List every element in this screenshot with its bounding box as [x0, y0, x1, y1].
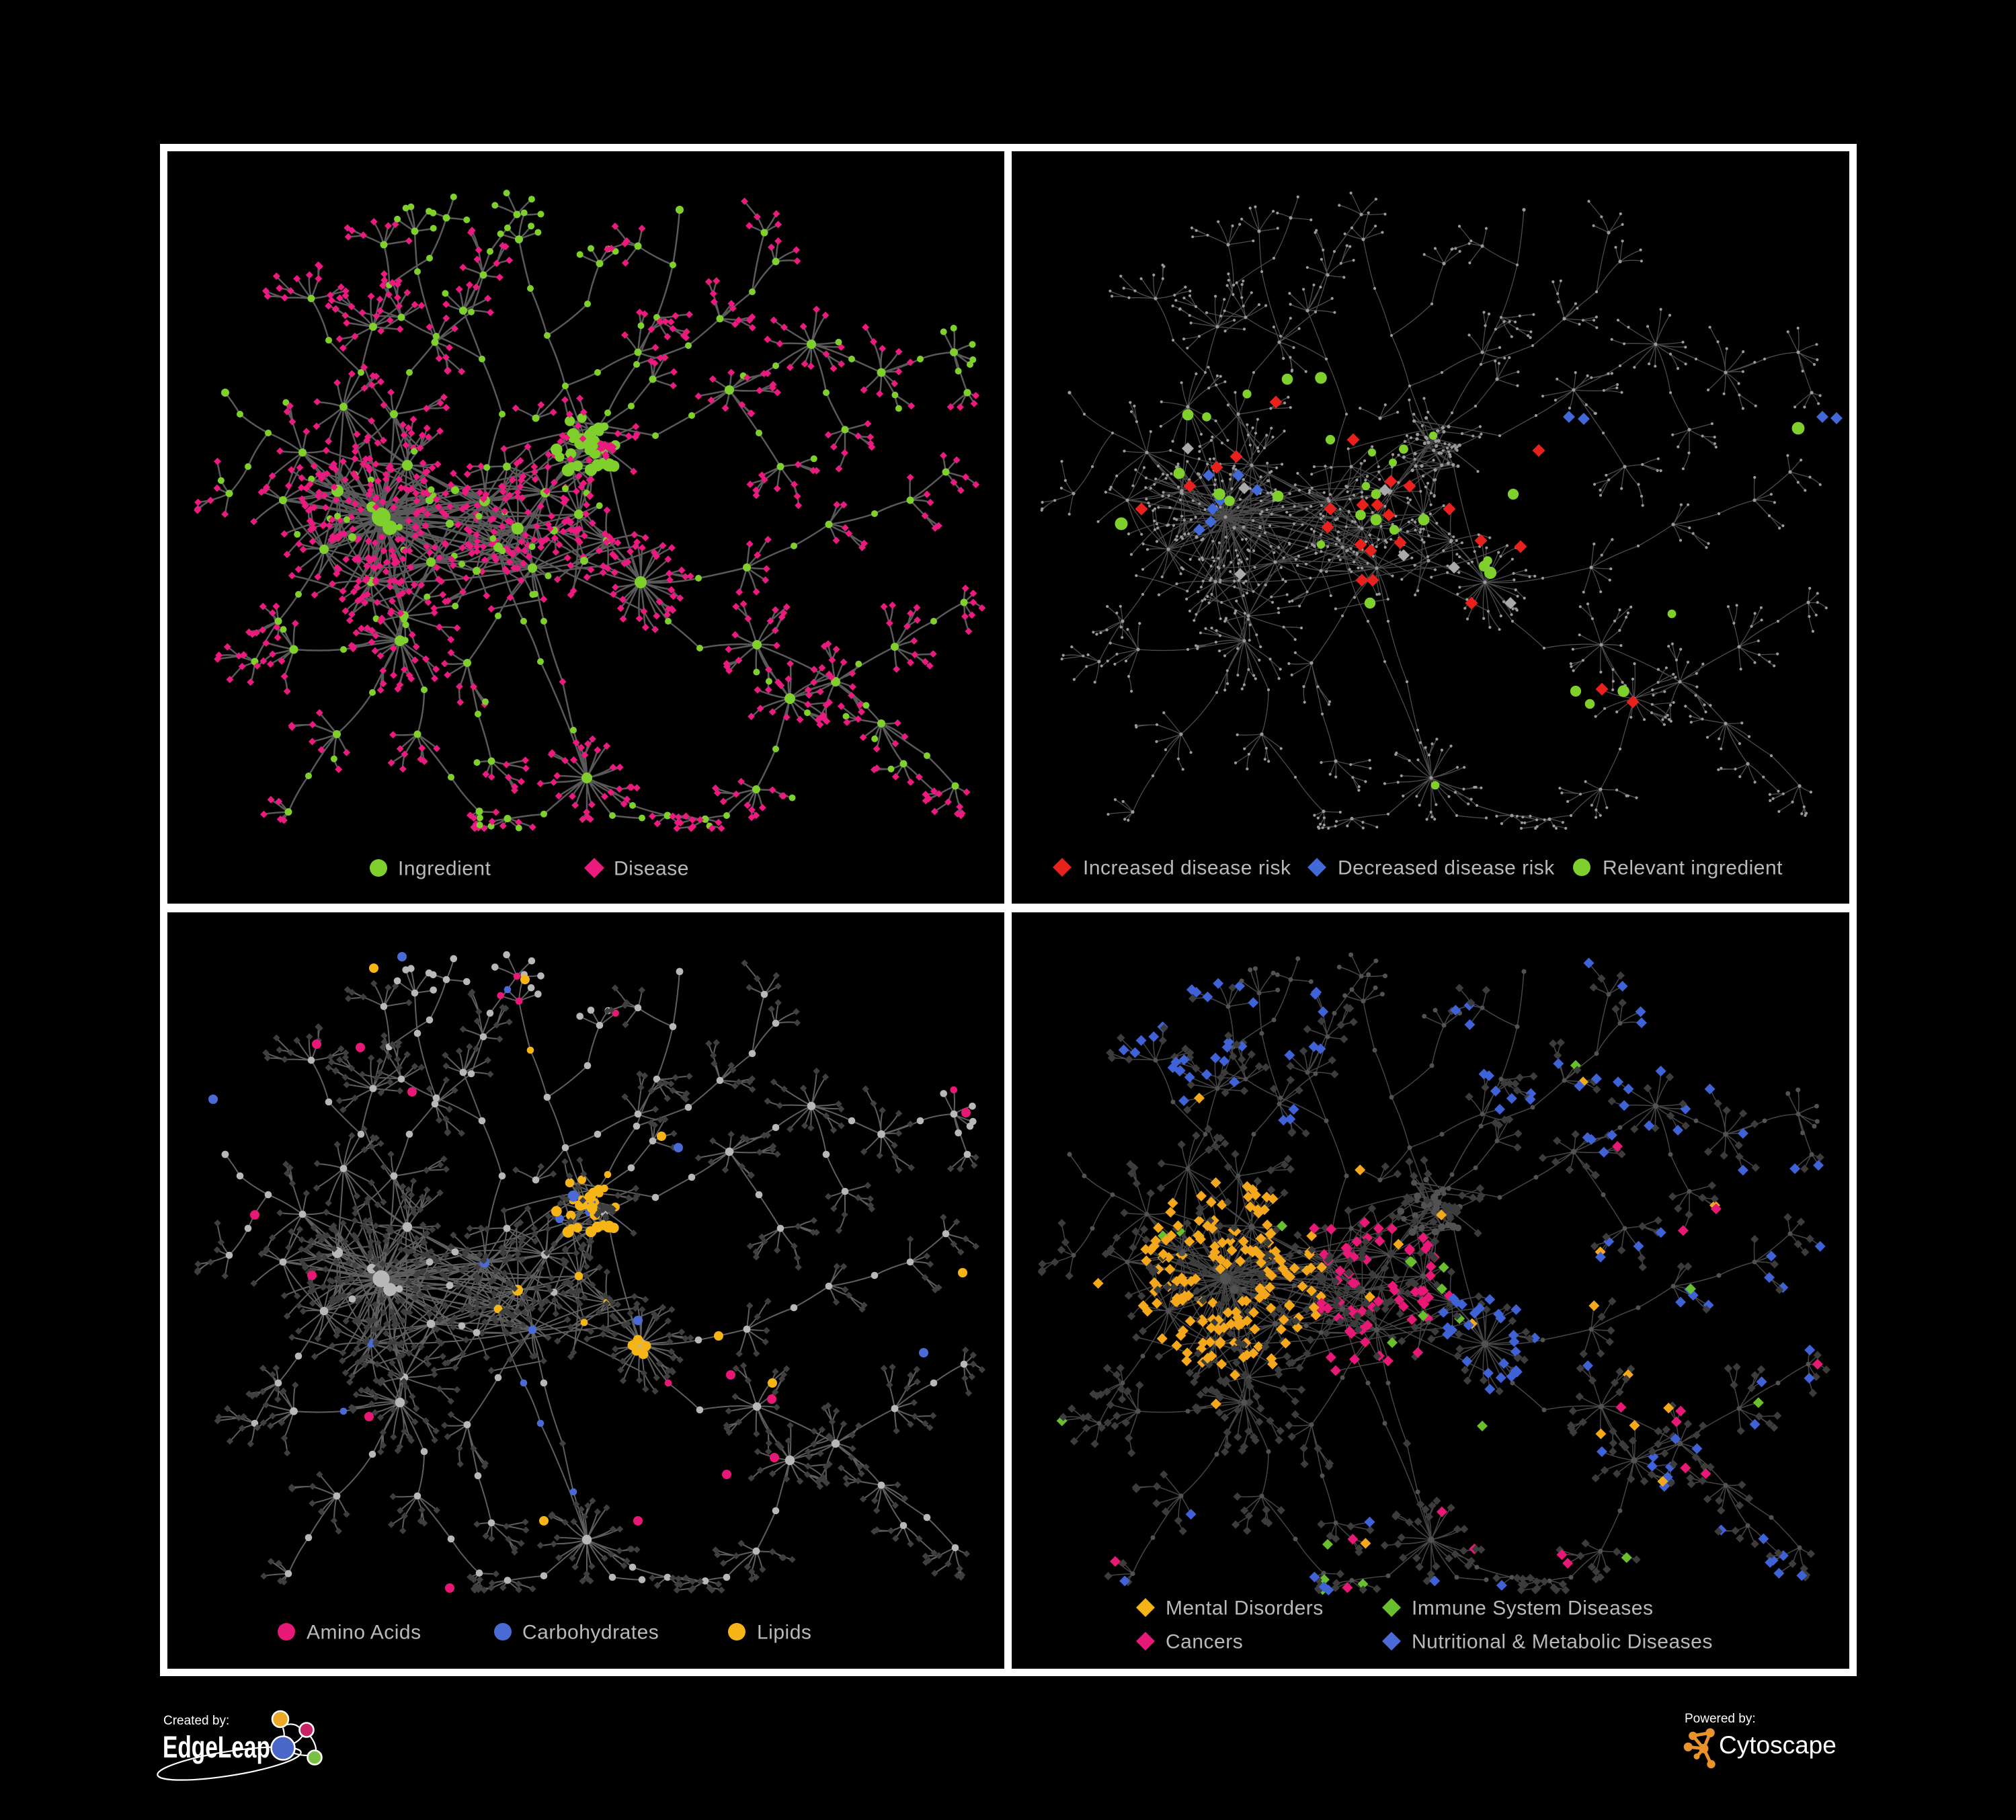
svg-text:Mental Disorders: Mental Disorders	[1166, 1597, 1324, 1620]
svg-text:Powered by:: Powered by:	[1685, 1712, 1756, 1726]
svg-text:Ingredient: Ingredient	[398, 858, 491, 880]
svg-text:Disease: Disease	[614, 858, 689, 880]
svg-text:Decreased disease risk: Decreased disease risk	[1338, 857, 1555, 879]
svg-text:Lipids: Lipids	[757, 1622, 811, 1644]
svg-text:Immune System Diseases: Immune System Diseases	[1412, 1597, 1653, 1620]
svg-text:Created by:: Created by:	[163, 1714, 229, 1728]
svg-text:Carbohydrates: Carbohydrates	[522, 1622, 659, 1644]
svg-text:Cytoscape: Cytoscape	[1719, 1731, 1837, 1759]
svg-text:Increased disease risk: Increased disease risk	[1083, 857, 1291, 879]
svg-text:EdgeLeap: EdgeLeap	[163, 1730, 270, 1764]
svg-text:Cancers: Cancers	[1166, 1631, 1243, 1653]
svg-text:Amino Acids: Amino Acids	[307, 1622, 421, 1644]
svg-text:Nutritional & Metabolic Diseas: Nutritional & Metabolic Diseases	[1412, 1631, 1713, 1653]
svg-text:Relevant ingredient: Relevant ingredient	[1603, 857, 1783, 879]
